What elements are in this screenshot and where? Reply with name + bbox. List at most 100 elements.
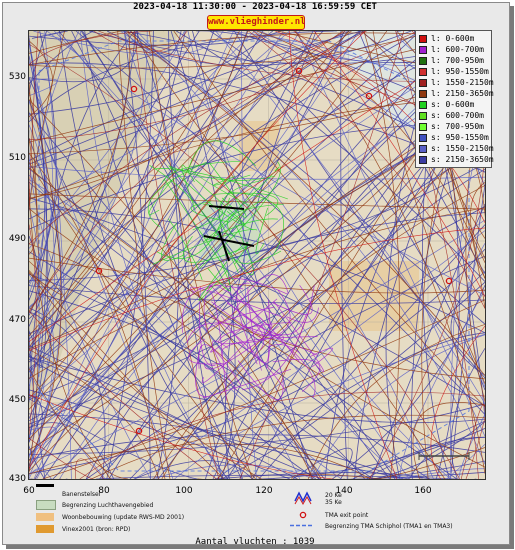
flight-track	[29, 311, 52, 419]
legend-swatch	[419, 78, 427, 87]
legend-item: l: 0-600m	[419, 33, 491, 44]
flight-track	[230, 274, 289, 317]
exit-point-marker	[95, 267, 103, 275]
flight-track	[123, 31, 403, 479]
flight-track	[272, 285, 313, 315]
flight-track	[161, 185, 485, 479]
flight-track	[310, 347, 333, 368]
flight-track	[272, 359, 321, 392]
flight-track	[29, 31, 421, 370]
tma-boundary-label: Begrenzing TMA Schiphol (TMA1 en TMA3)	[325, 523, 453, 530]
flight-track	[205, 197, 266, 241]
flight-track	[29, 426, 57, 455]
housing-swatch	[36, 513, 54, 521]
flight-track	[59, 75, 485, 479]
flight-track	[29, 438, 122, 479]
runway-label: Banenstelsel	[62, 491, 101, 498]
flight-track	[29, 349, 160, 479]
flight-track	[149, 164, 239, 273]
exit-point-icon	[299, 511, 307, 519]
legend-item: l: 700-950m	[419, 55, 491, 66]
flight-track	[44, 31, 72, 479]
flight-track	[213, 174, 251, 186]
flight-track	[199, 161, 281, 269]
flight-track	[168, 165, 254, 231]
flight-track	[135, 31, 180, 479]
flight-track	[29, 62, 485, 173]
flight-track	[399, 289, 485, 479]
flight-track	[29, 31, 415, 54]
flight-track	[29, 307, 106, 479]
site-link[interactable]: www.vlieghinder.nl	[207, 15, 306, 30]
flight-track	[86, 255, 485, 479]
flight-track	[190, 201, 229, 223]
x-tick-label: 120	[255, 486, 273, 496]
housing-label: Woonbebouwing (update RWS-MD 2001)	[62, 514, 185, 521]
flight-track	[29, 394, 458, 479]
flight-track	[286, 307, 319, 323]
flight-track	[91, 414, 485, 479]
flight-track	[394, 468, 485, 479]
flight-track	[312, 334, 485, 479]
flight-track	[161, 222, 185, 261]
airport-area-label: Begrenzing Luchthavengebied	[62, 502, 154, 509]
flight-track	[79, 391, 485, 479]
flight-track	[29, 260, 63, 296]
legend-item: l: 600-700m	[419, 44, 491, 55]
flight-track	[29, 166, 485, 180]
flight-track	[130, 31, 446, 479]
flight-track	[29, 443, 371, 479]
x-tick-label: 60	[23, 486, 35, 496]
flight-track	[29, 290, 366, 479]
flight-track	[207, 264, 232, 292]
flight-track	[186, 322, 319, 356]
flight-track	[129, 31, 485, 325]
flight-track	[229, 192, 284, 255]
flight-track	[29, 297, 46, 479]
airport-area-swatch	[36, 500, 56, 510]
legend-swatch	[419, 34, 427, 43]
flight-track	[217, 166, 280, 230]
flight-track	[29, 188, 111, 479]
flight-track	[29, 31, 65, 350]
flight-track	[29, 92, 62, 462]
legend-swatch	[419, 100, 427, 109]
flight-track	[29, 31, 249, 399]
y-tick-label: 530	[8, 72, 26, 82]
flight-track	[147, 161, 207, 228]
exit-point-marker	[445, 277, 453, 285]
flight-track	[54, 31, 410, 479]
flight-track	[29, 31, 148, 308]
flight-track	[198, 344, 242, 386]
flight-track	[273, 301, 325, 373]
flight-track	[29, 31, 345, 429]
flight-track	[227, 203, 284, 238]
flight-track	[31, 31, 68, 39]
flight-track	[202, 368, 292, 399]
flight-track	[29, 207, 485, 379]
flight-track	[33, 31, 224, 56]
flight-track	[215, 31, 485, 404]
flight-track	[29, 368, 128, 479]
flight-track	[29, 243, 322, 479]
legend-item: s: 600-700m	[419, 110, 491, 121]
runway-swatch	[36, 484, 54, 487]
legend-item: l: 950-1550m	[419, 66, 491, 77]
tma-boundary-swatch	[290, 524, 312, 527]
flight-track	[29, 101, 174, 479]
y-tick-label: 450	[8, 395, 26, 405]
flight-track	[470, 182, 485, 279]
legend-item: s: 2150-3650m	[419, 154, 494, 165]
flight-track	[161, 160, 240, 183]
flight-track	[75, 458, 105, 479]
legend-swatch	[419, 144, 427, 153]
legend-item: s: 950-1550m	[419, 132, 491, 143]
flight-track	[239, 31, 405, 479]
flight-track	[133, 31, 220, 479]
exit-point-marker	[130, 85, 138, 93]
flight-track	[450, 271, 485, 376]
flight-track	[29, 31, 240, 337]
flight-track	[195, 179, 246, 226]
flight-track	[460, 403, 485, 479]
y-tick-label: 430	[8, 474, 26, 484]
